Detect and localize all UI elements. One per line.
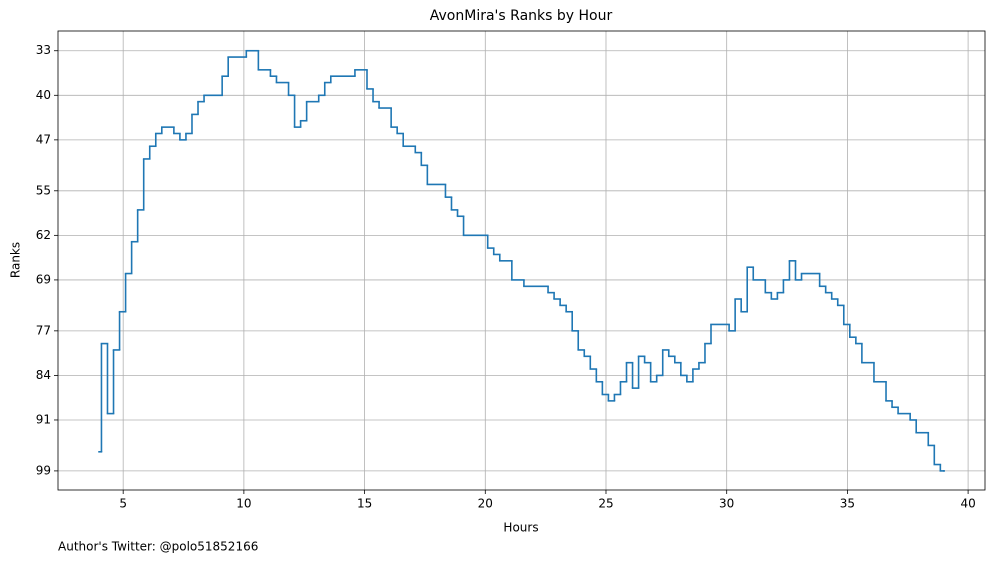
- x-tick-label: 35: [840, 497, 855, 511]
- y-tick-label: 47: [36, 132, 51, 146]
- plot-frame: [57, 30, 986, 491]
- y-tick-label: 40: [36, 88, 51, 102]
- x-tick-label: 5: [119, 497, 127, 511]
- x-axis-label: Hours: [503, 521, 538, 535]
- y-tick-label: 99: [36, 463, 51, 477]
- x-tick-label: 20: [478, 497, 493, 511]
- x-tick-label: 25: [598, 497, 613, 511]
- y-tick-label: 62: [36, 228, 51, 242]
- y-tick-label: 84: [36, 368, 51, 382]
- x-tick-label: 15: [357, 497, 372, 511]
- x-tick-label: 40: [960, 497, 975, 511]
- y-tick-label: 55: [36, 183, 51, 197]
- chart-title: AvonMira's Ranks by Hour: [430, 8, 613, 24]
- y-tick-label: 33: [36, 43, 51, 57]
- y-tick-label: 69: [36, 272, 51, 286]
- footnote: Author's Twitter: @polo51852166: [58, 540, 258, 554]
- y-tick-label: 77: [36, 323, 51, 337]
- y-axis-label: Ranks: [9, 242, 23, 278]
- x-tick-label: 10: [236, 497, 251, 511]
- x-tick-label: 30: [719, 497, 734, 511]
- y-tick-label: 91: [36, 412, 51, 426]
